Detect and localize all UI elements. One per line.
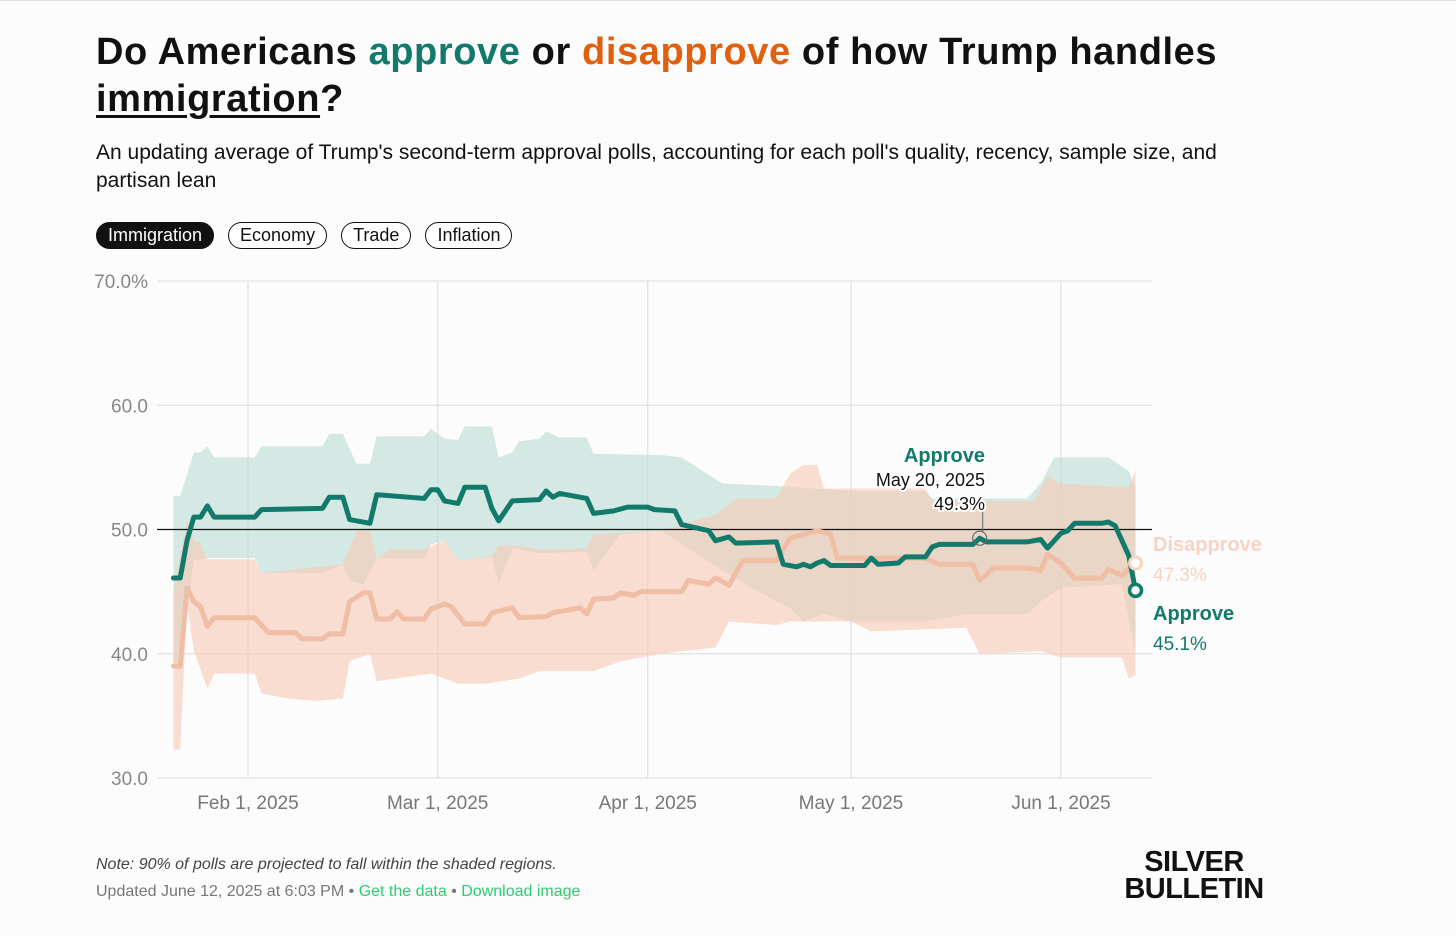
approve-end-marker bbox=[1127, 582, 1144, 599]
approve-end-label: Approve bbox=[1153, 603, 1234, 625]
tab-economy[interactable]: Economy bbox=[228, 222, 328, 249]
y-tick-label: 30.0 bbox=[111, 769, 148, 790]
title-text: or bbox=[520, 31, 583, 73]
x-tick-label: Jun 1, 2025 bbox=[1011, 793, 1110, 814]
footnote: Note: 90% of polls are projected to fall… bbox=[96, 856, 557, 873]
tab-inflation[interactable]: Inflation bbox=[425, 222, 513, 249]
updated-text: Updated June 12, 2025 at 6:03 PM bbox=[96, 883, 345, 900]
y-tick-label: 60.0 bbox=[111, 396, 148, 417]
title-disapprove: disapprove bbox=[582, 31, 791, 73]
get-data-link[interactable]: Get the data bbox=[358, 883, 447, 900]
x-tick-label: Feb 1, 2025 bbox=[197, 793, 298, 814]
disapprove-interval-band bbox=[173, 464, 1136, 750]
disapprove-end-label: Disapprove bbox=[1153, 534, 1262, 556]
title-text: ? bbox=[320, 78, 344, 120]
x-tick-label: Mar 1, 2025 bbox=[387, 793, 488, 814]
logo-line1: SILVER bbox=[1144, 846, 1244, 878]
disapprove-end-marker bbox=[1128, 555, 1144, 571]
title-approve: approve bbox=[368, 31, 521, 73]
tooltip-marker bbox=[972, 530, 988, 546]
download-image-link[interactable]: Download image bbox=[461, 883, 581, 900]
chart-subtitle: An updating average of Trump's second-te… bbox=[96, 141, 1217, 192]
tab-trade[interactable]: Trade bbox=[341, 222, 412, 249]
tooltip-date: May 20, 2025 bbox=[876, 470, 985, 490]
topic-tabs: Immigration Economy Trade Inflation bbox=[96, 222, 513, 249]
x-tick-label: May 1, 2025 bbox=[799, 793, 904, 814]
x-tick-label: Apr 1, 2025 bbox=[599, 793, 697, 814]
tab-immigration[interactable]: Immigration bbox=[96, 222, 215, 249]
approve-line bbox=[170, 484, 1139, 593]
tooltip-series: Approve bbox=[904, 445, 985, 467]
y-tick-label: 40.0 bbox=[111, 645, 148, 666]
y-tick-label: 50.0 bbox=[111, 521, 148, 542]
title-text: Do Americans bbox=[96, 31, 369, 73]
silver-bulletin-logo: SILVER BULLETIN bbox=[1120, 846, 1268, 905]
approve-end-value: 45.1% bbox=[1153, 634, 1207, 655]
disapprove-end-value: 47.3% bbox=[1153, 565, 1207, 586]
title-text: of how Trump handles bbox=[790, 31, 1218, 73]
separator: • bbox=[446, 883, 462, 900]
tooltip-value: 49.3% bbox=[934, 494, 985, 514]
chart-title: Do Americans approve or disapprove of ho… bbox=[96, 29, 1296, 123]
disapprove-line bbox=[170, 528, 1139, 669]
approval-chart: Feb 1, 2025 Mar 1, 2025 Apr 1, 2025 May 1, … bbox=[94, 272, 1262, 814]
y-tick-label: 70.0% bbox=[94, 272, 148, 293]
logo-line2: BULLETIN bbox=[1124, 873, 1264, 905]
updated-line: Updated June 12, 2025 at 6:03 PM • Get t… bbox=[96, 883, 580, 901]
title-topic: immigration bbox=[96, 78, 321, 120]
separator: • bbox=[344, 883, 359, 900]
